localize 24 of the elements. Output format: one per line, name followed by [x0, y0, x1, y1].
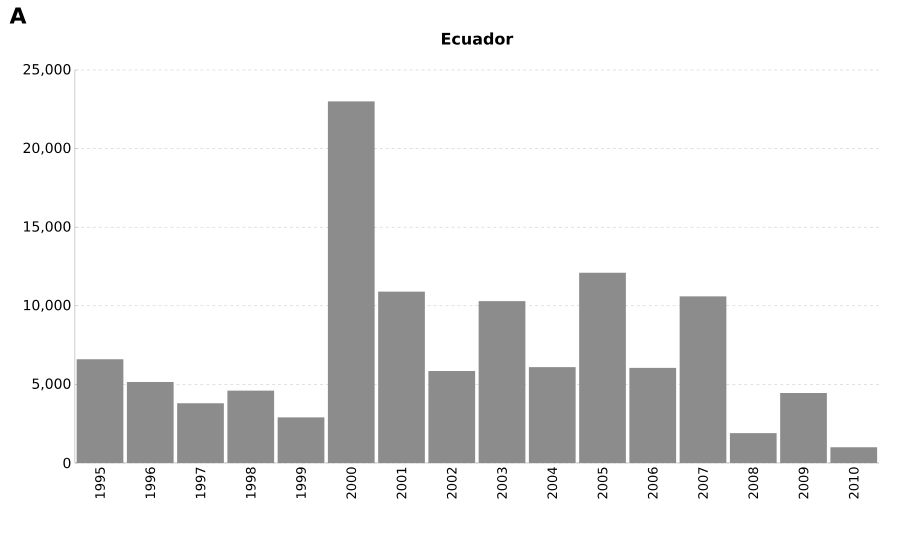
x-tick-label: 2002: [446, 468, 457, 499]
y-tick-label: 25,000: [24, 64, 70, 76]
y-tick-label: 10,000: [24, 300, 70, 312]
x-tick-label: 2004: [547, 467, 558, 499]
x-tick-label: 2003: [497, 468, 507, 499]
x-tick-label: 1998: [246, 467, 256, 498]
text: A: [10, 7, 26, 24]
x-tick-label: 2008: [748, 467, 758, 499]
x-tick-label: 2006: [648, 467, 658, 499]
x-tick-label: 2009: [798, 467, 808, 499]
x-tick-label: 1997: [196, 468, 206, 498]
x-tick-label: 2000: [346, 467, 356, 499]
y-tick-label: 20,000: [24, 142, 70, 155]
chart-title: Ecuador: [442, 32, 514, 45]
x-tick-label: 1995: [95, 468, 105, 498]
y-tick-label: 0: [63, 458, 70, 468]
x-tick-label: 1999: [296, 467, 306, 498]
x-tick-label: 1996: [145, 467, 156, 498]
y-tick-label: 15,000: [24, 221, 70, 234]
x-tick-label: 2007: [698, 468, 708, 499]
x-tick-label: 2010: [848, 467, 859, 499]
x-tick-label: 2005: [598, 468, 608, 499]
x-tick-label: 2001: [396, 468, 406, 499]
y-tick-label: 5,000: [32, 378, 70, 390]
